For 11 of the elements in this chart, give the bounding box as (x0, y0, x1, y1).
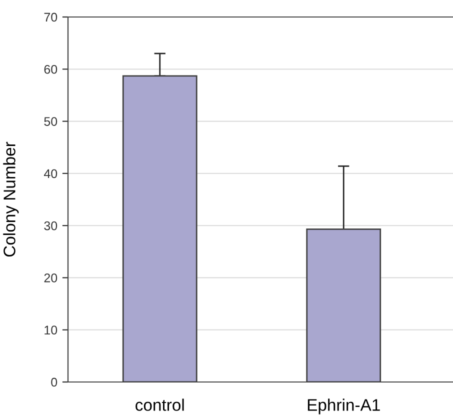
x-tick-label: control (136, 398, 184, 411)
x-tick-label: Ephrin-A1 (308, 398, 380, 414)
y-axis-title: Colony Number (3, 142, 19, 257)
y-tick-label: 50 (44, 117, 58, 126)
y-tick-label: 10 (44, 326, 58, 335)
y-tick-label: 40 (44, 169, 58, 178)
y-tick-label: 20 (44, 274, 58, 282)
y-tick-label: 70 (44, 12, 58, 22)
y-tick-label: 30 (44, 221, 58, 230)
y-tick-label: 0 (51, 378, 58, 387)
y-tick-label: 60 (44, 64, 58, 74)
